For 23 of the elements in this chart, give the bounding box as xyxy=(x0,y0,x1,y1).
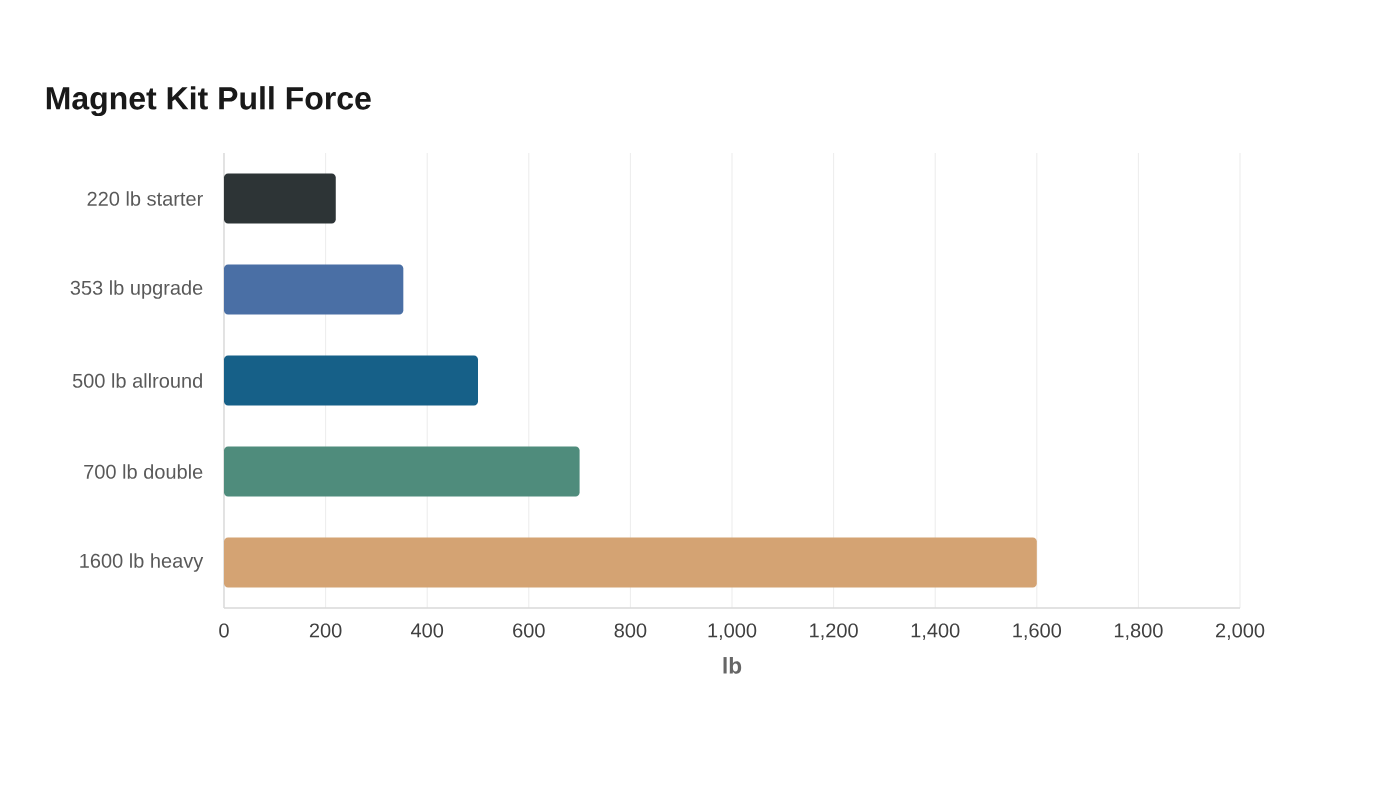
bar xyxy=(224,537,1037,588)
x-tick-label: 2,000 xyxy=(1215,623,1265,640)
bar xyxy=(224,264,404,315)
x-tick-label: 0 xyxy=(219,623,229,638)
y-tick-label: 1600 lb heavy xyxy=(80,553,204,572)
x-tick-label: 800 xyxy=(614,623,647,638)
y-tick-label: 353 lb upgrade xyxy=(70,280,203,299)
x-tick-label: 200 xyxy=(309,623,342,638)
bar xyxy=(224,446,580,497)
x-tick-label: 600 xyxy=(513,623,545,638)
x-tick-label: 1,000 xyxy=(708,623,757,640)
bar xyxy=(224,355,478,406)
x-tick-label: 1,800 xyxy=(1114,623,1163,640)
y-tick-label: 700 lb double xyxy=(84,464,203,479)
x-tick-label: 1,200 xyxy=(810,623,858,640)
x-tick-label: 400 xyxy=(410,623,444,638)
x-axis-title: lb xyxy=(723,657,742,674)
y-tick-label: 220 lb starter xyxy=(87,191,203,206)
y-tick-label: 500 lb allround xyxy=(72,373,202,388)
x-tick-label: 1,600 xyxy=(1013,623,1062,640)
chart-title: Magnet Kit Pull Force xyxy=(46,86,371,117)
bar xyxy=(224,173,336,224)
x-tick-label: 1,400 xyxy=(911,623,960,640)
